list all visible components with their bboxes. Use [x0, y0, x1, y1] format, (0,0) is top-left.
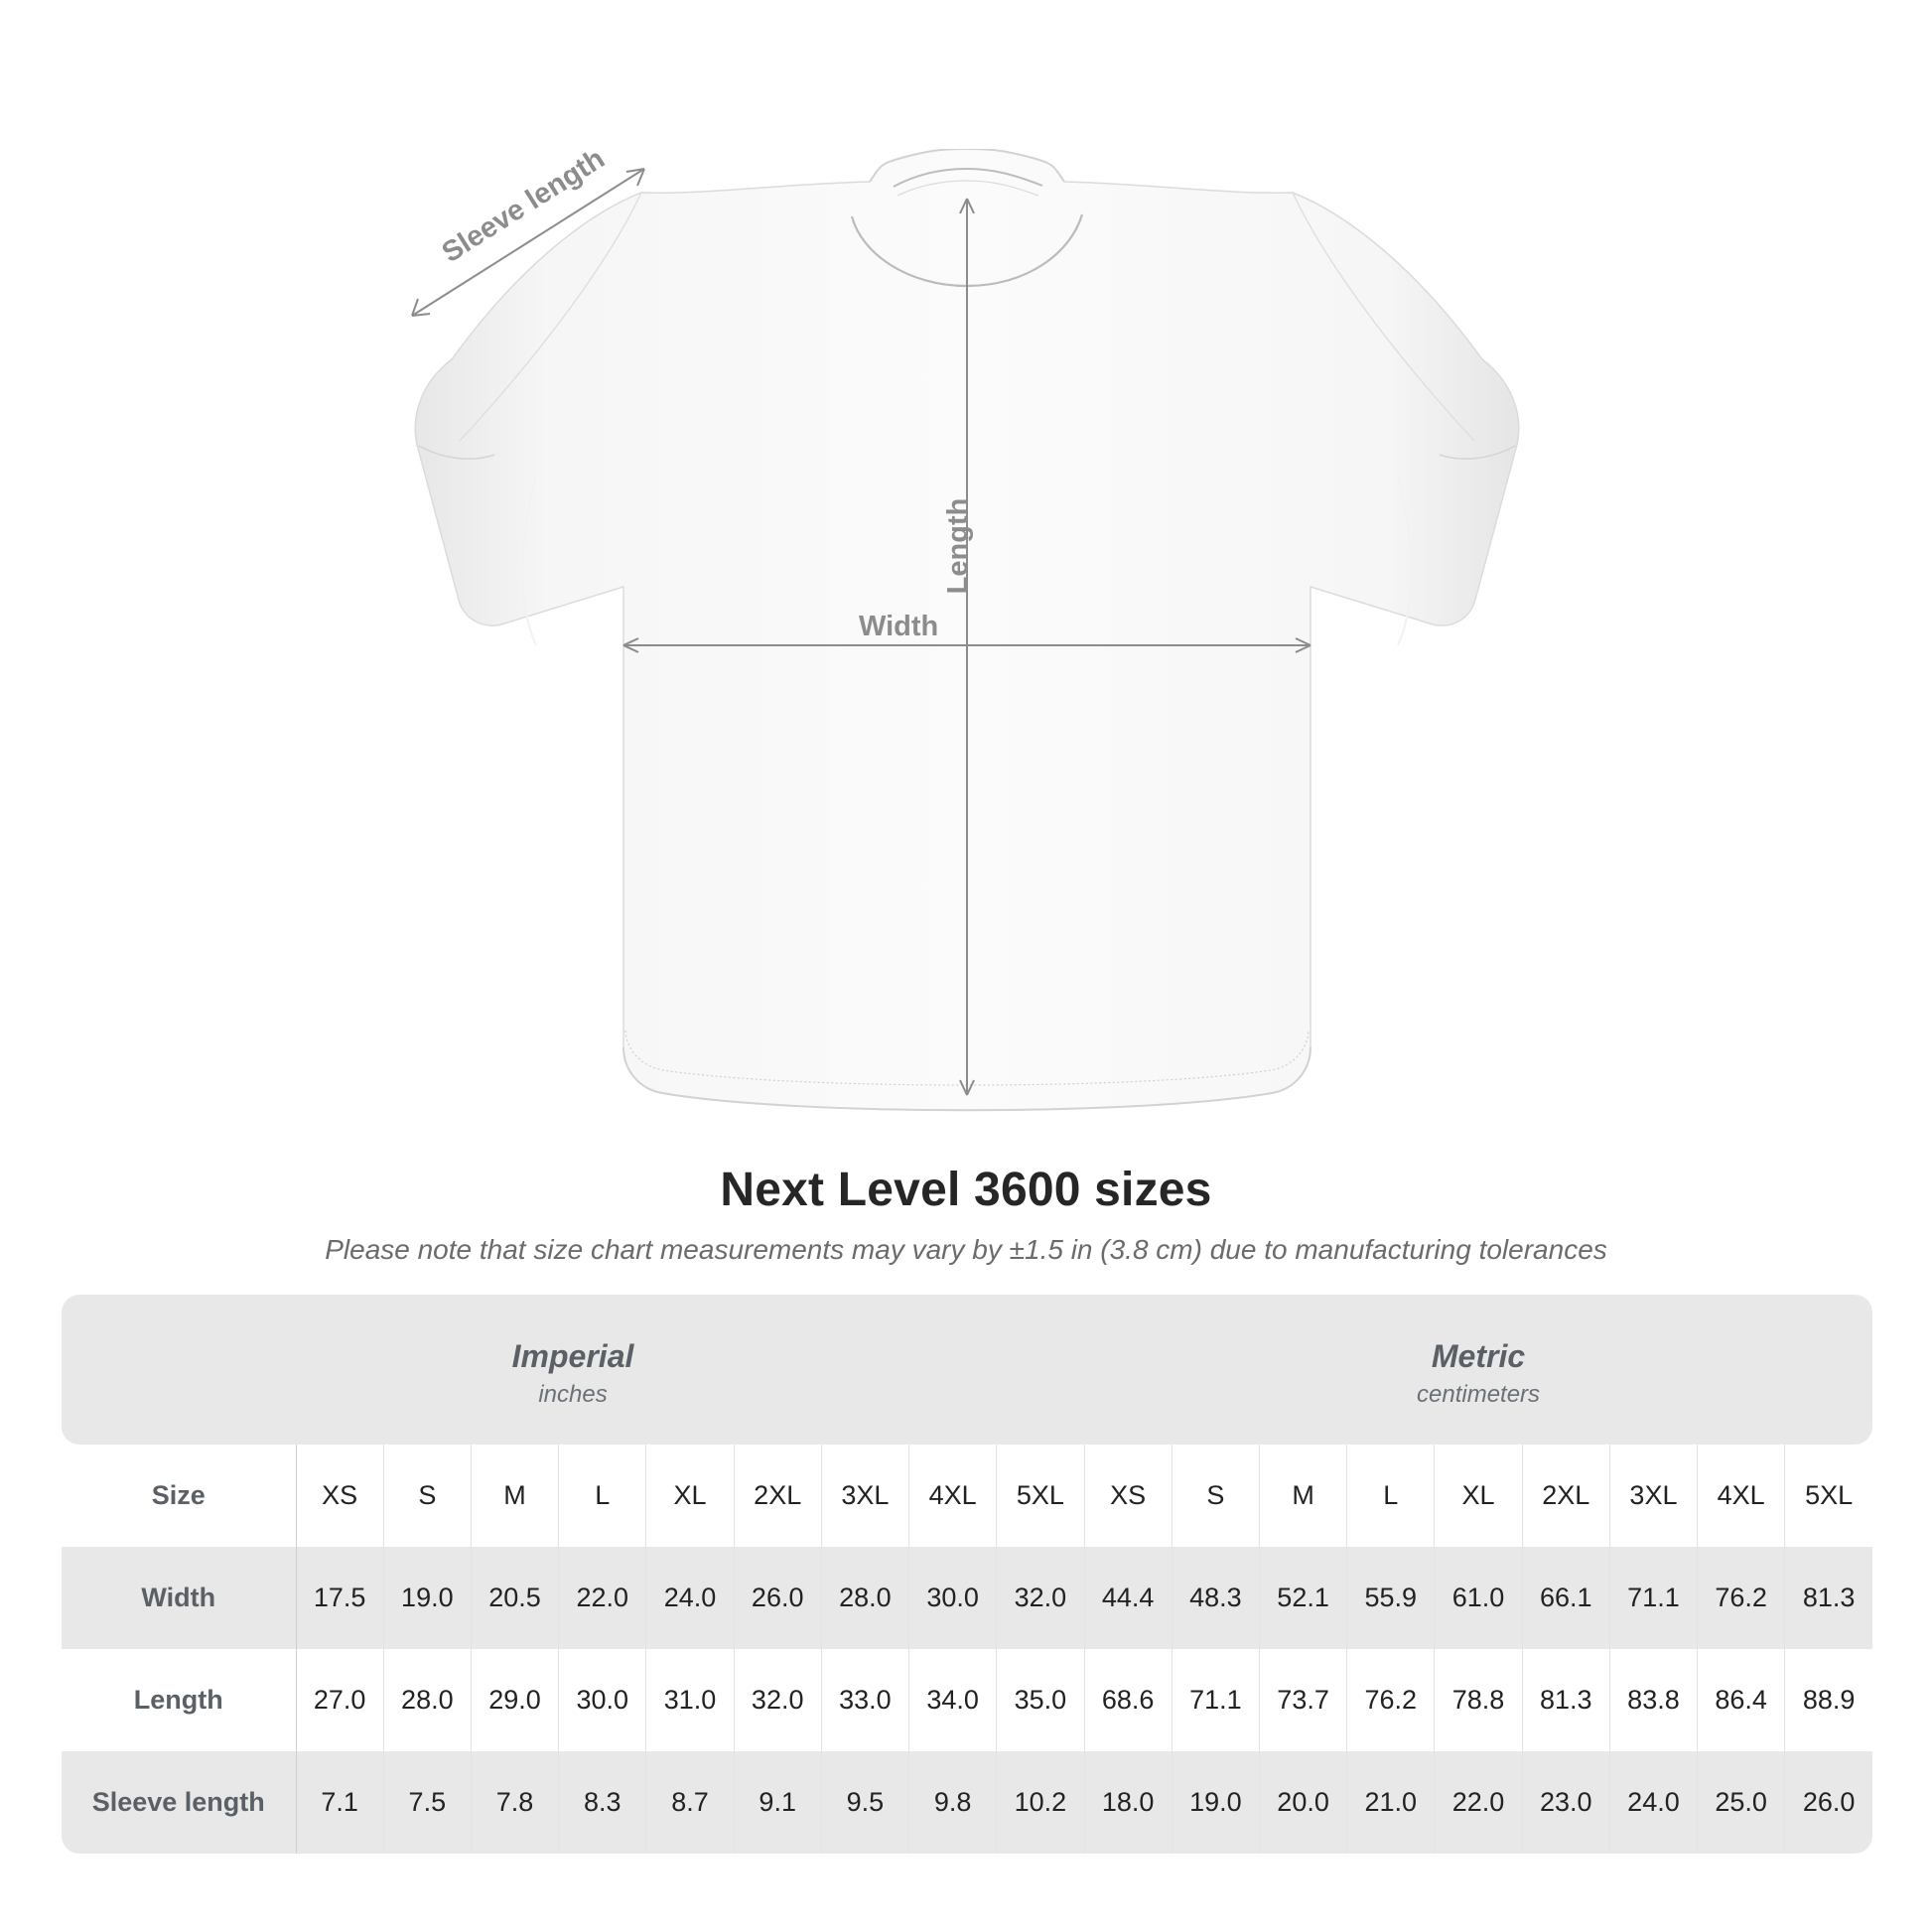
svg-text:Width: Width — [859, 611, 938, 642]
svg-text:Length: Length — [942, 498, 974, 595]
